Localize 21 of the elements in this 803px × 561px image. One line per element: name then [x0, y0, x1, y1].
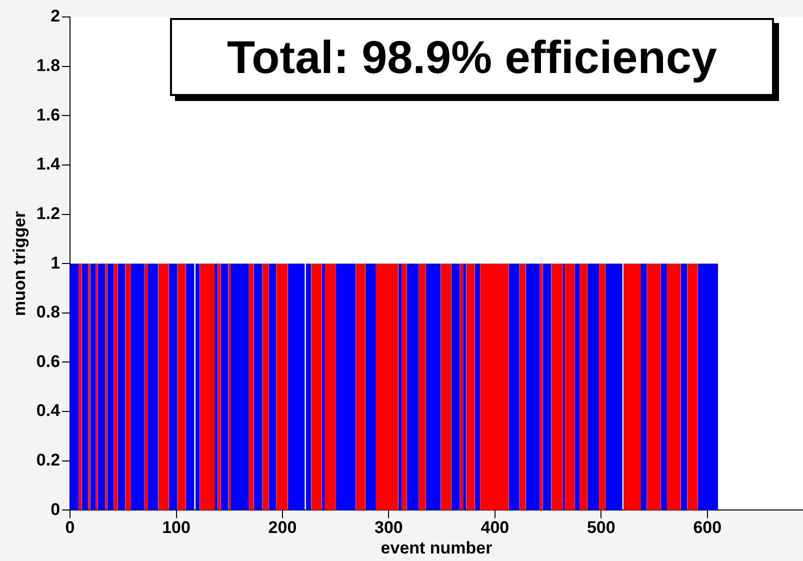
x-tick-label: 500 — [586, 518, 616, 538]
x-tick-label: 200 — [268, 518, 297, 538]
y-tick-label: 0.8 — [36, 302, 60, 322]
x-tick-label: 300 — [374, 518, 403, 538]
x-tick-label: 600 — [693, 518, 722, 538]
y-tick-label: 0.4 — [36, 401, 61, 420]
y-tick-label: 1.4 — [36, 154, 61, 174]
y-tick-label: 0 — [50, 500, 60, 519]
x-tick-label: 400 — [480, 518, 510, 538]
x-axis-title: event number — [380, 538, 493, 558]
y-tick-label: 0.6 — [36, 352, 60, 371]
y-axis-title: muon trigger — [10, 210, 29, 316]
y-tick-label: 1.6 — [36, 105, 60, 124]
y-tick-label: 1.2 — [36, 204, 60, 223]
x-tick-label: 0 — [65, 518, 75, 538]
y-tick-label: 1.8 — [36, 56, 60, 76]
y-tick-label: 0.2 — [36, 450, 60, 470]
x-tick-label: 100 — [162, 518, 190, 538]
y-tick-label: 2 — [50, 6, 60, 26]
chart-title: Total: 98.9% efficiency — [170, 18, 774, 96]
y-tick-label: 1 — [50, 253, 60, 272]
